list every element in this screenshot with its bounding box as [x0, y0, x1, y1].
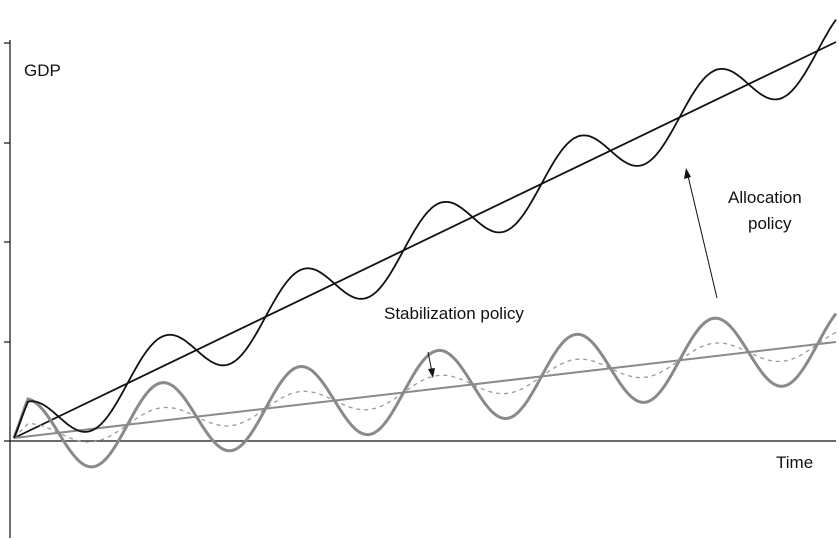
- allocation-policy-label-line1: Allocation: [728, 188, 802, 207]
- high-growth-cycle-path: [13, 19, 837, 439]
- y-axis-label: GDP: [24, 61, 61, 80]
- y-axis: [4, 40, 11, 538]
- allocation-arrow: [684, 168, 718, 299]
- x-axis-label: Time: [776, 453, 813, 472]
- stabilized-gdp-dashed-path: [13, 331, 837, 443]
- stabilization-arrow: [427, 351, 435, 378]
- low-growth-cycle-path: [12, 312, 838, 469]
- stabilization-policy-label: Stabilization policy: [384, 304, 524, 323]
- high-growth-trend-line: [13, 41, 837, 439]
- low-growth-trend-line: [13, 341, 837, 439]
- allocation-policy-label-line2: policy: [748, 214, 792, 233]
